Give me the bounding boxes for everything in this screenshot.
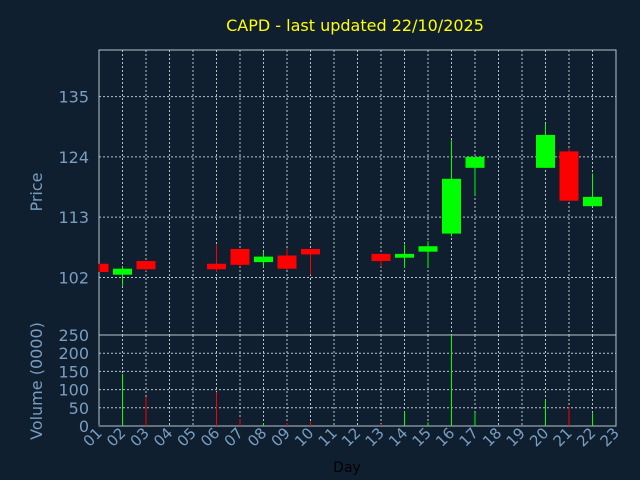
volume-bar (286, 423, 288, 426)
candle-body (113, 268, 132, 275)
x-tick-label: 12 (338, 424, 364, 450)
x-tick-label: 02 (103, 424, 129, 450)
price-axis-label: Price (27, 172, 46, 211)
price-panel (98, 49, 617, 336)
candle-body (395, 253, 414, 258)
candle-body (536, 134, 555, 168)
volume-bars (98, 335, 593, 426)
x-tick-label: 23 (597, 424, 623, 450)
volume-axis-label: Volume (0000) (27, 322, 46, 440)
price-tick-label: 124 (58, 148, 89, 167)
candle-body (207, 263, 226, 270)
volume-tick-label: 150 (58, 362, 89, 381)
price-tick-label: 113 (58, 208, 89, 227)
x-tick-label: 04 (150, 424, 176, 450)
price-grid (99, 50, 616, 335)
volume-tick-label: 50 (69, 399, 89, 418)
x-tick-label: 05 (174, 424, 200, 450)
volume-bar (474, 412, 476, 426)
volume-bar (545, 399, 546, 426)
x-tick-label: 14 (385, 424, 411, 450)
x-tick-label: 10 (291, 424, 317, 450)
candle-body (254, 256, 273, 263)
candle-body (559, 151, 579, 201)
volume-tick-label: 250 (58, 326, 89, 345)
volume-bar (263, 423, 264, 426)
x-tick-label: 19 (503, 424, 529, 450)
volume-tick-label: 100 (58, 381, 89, 400)
x-tick-label: 15 (409, 424, 435, 450)
volume-bar (427, 422, 429, 426)
volume-bar (239, 418, 241, 426)
volume-bar (404, 411, 405, 426)
candle-body (301, 248, 320, 255)
candle-body (277, 255, 297, 269)
x-tick-label: 16 (432, 424, 458, 450)
x-tick-label: 07 (221, 424, 247, 450)
volume-bar (380, 424, 382, 426)
candle-body (465, 156, 485, 168)
x-tick-label: 17 (456, 424, 482, 450)
volume-bar (451, 335, 452, 426)
volume-grid (99, 335, 616, 426)
x-tick-label: 11 (315, 424, 341, 450)
x-tick-label: 08 (244, 424, 270, 450)
candle-body (100, 263, 109, 272)
price-tick-label: 102 (58, 268, 89, 287)
candle-body (371, 253, 391, 262)
x-tick-label: 03 (127, 424, 153, 450)
volume-tick-label: 200 (58, 344, 89, 363)
volume-bar (310, 421, 311, 426)
candles (98, 123, 602, 286)
candle-body (583, 196, 602, 207)
volume-tick-label: 0 (79, 417, 89, 436)
volume-bar (122, 373, 123, 426)
price-tick-label: 135 (58, 88, 89, 107)
volume-bar (98, 425, 100, 426)
x-tick-label: 22 (573, 424, 599, 450)
volume-bar (145, 396, 147, 426)
x-tick-label: 21 (550, 424, 576, 450)
x-tick-label: 06 (197, 424, 223, 450)
x-axis-ticks: 0102030405060708091011121314151617181920… (80, 424, 623, 450)
candle-body (442, 178, 461, 234)
x-tick-label: 13 (362, 424, 388, 450)
volume-bar (592, 413, 593, 426)
volume-bar (216, 392, 217, 426)
volume-bar (568, 407, 570, 426)
x-tick-label: 18 (479, 424, 505, 450)
x-tick-label: 09 (268, 424, 294, 450)
chart-title: CAPD - last updated 22/10/2025 (226, 16, 484, 35)
x-tick-label: 20 (526, 424, 552, 450)
candle-body (136, 261, 156, 270)
candle-body (418, 246, 438, 252)
candle-body (230, 248, 250, 265)
x-axis-label: Day (333, 460, 361, 476)
price-y-ticks: 102 113 124 135 (58, 88, 89, 288)
